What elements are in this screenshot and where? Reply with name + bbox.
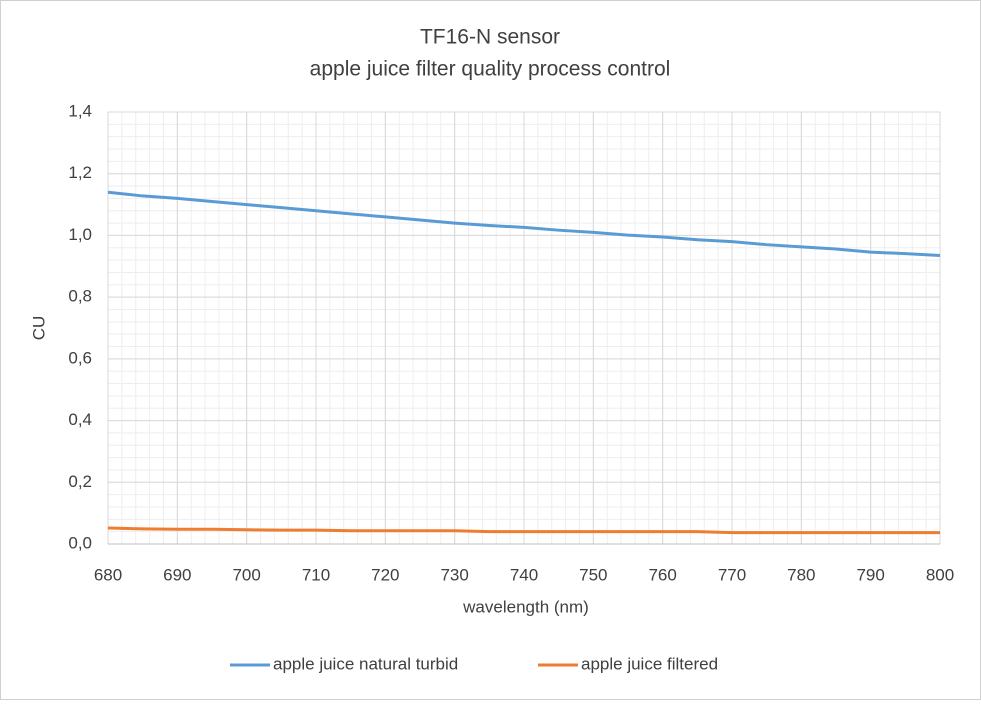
y-tick-label: 0,2: [68, 472, 92, 491]
y-axis-label: CU: [29, 316, 48, 341]
chart-subtitle: apple juice filter quality process contr…: [310, 58, 671, 81]
y-tick-label: 0,6: [68, 348, 92, 367]
y-tick-label: 0,0: [68, 533, 92, 552]
x-tick-label: 730: [440, 565, 468, 584]
x-tick-label: 780: [787, 565, 815, 584]
legend-label: apple juice natural turbid: [273, 654, 458, 673]
x-tick-label: 710: [302, 565, 330, 584]
chart-title: TF16-N sensor: [420, 26, 560, 49]
x-tick-label: 740: [510, 565, 538, 584]
y-tick-label: 0,8: [68, 287, 92, 306]
x-tick-label: 770: [718, 565, 746, 584]
series-line: [107, 190, 941, 257]
x-tick-label: 790: [856, 565, 884, 584]
y-tick-label: 0,4: [68, 410, 92, 429]
y-tick-label: 1,2: [68, 163, 92, 182]
x-tick-label: 680: [94, 565, 122, 584]
series-line: [107, 526, 940, 535]
x-tick-label: 760: [648, 565, 676, 584]
y-tick-label: 1,4: [68, 101, 92, 120]
x-axis-label: wavelength (nm): [462, 597, 589, 616]
x-tick-label: 800: [926, 565, 954, 584]
x-tick-label: 700: [232, 565, 260, 584]
x-tick-label: 690: [163, 565, 191, 584]
legend-label: apple juice filtered: [581, 654, 718, 673]
x-tick-label: 720: [371, 565, 399, 584]
y-tick-label: 1,0: [68, 225, 92, 244]
x-tick-label: 750: [579, 565, 607, 584]
